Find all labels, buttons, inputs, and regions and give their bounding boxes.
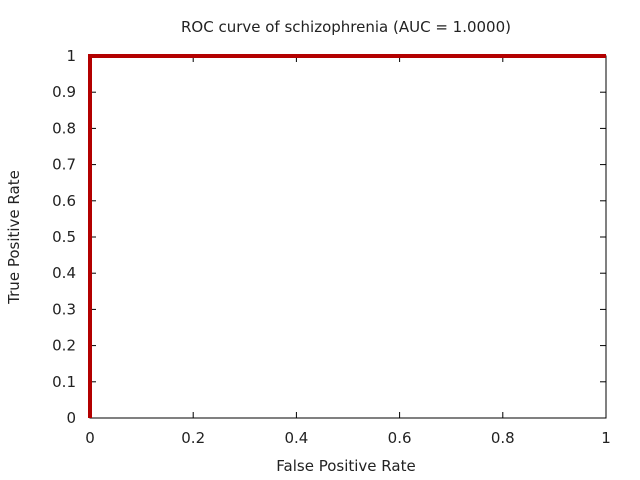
y-tick-label: 0.4 (52, 264, 76, 282)
y-axis: 0 0.1 0.2 0.3 0.4 0.5 0.6 0.7 0.8 0.9 1 (52, 47, 606, 427)
y-tick-label: 0.9 (52, 83, 76, 101)
y-tick-label: 0.5 (52, 228, 76, 246)
x-axis-label: False Positive Rate (276, 457, 415, 475)
y-tick-label: 1 (66, 47, 76, 65)
y-tick-label: 0.1 (52, 373, 76, 391)
series-layer (88, 54, 606, 418)
y-tick-label: 0.6 (52, 192, 76, 210)
y-tick-label: 0.7 (52, 156, 76, 174)
x-tick-label: 0.6 (388, 429, 412, 447)
roc-curve-line (88, 54, 606, 418)
y-axis-label: True Positive Rate (5, 170, 23, 305)
chart-title: ROC curve of schizophrenia (AUC = 1.0000… (181, 18, 511, 36)
y-tick-label: 0.2 (52, 337, 76, 355)
x-tick-label: 0.2 (181, 429, 205, 447)
y-tick-label: 0 (66, 409, 76, 427)
x-tick-label: 0.8 (491, 429, 515, 447)
x-tick-label: 0.4 (284, 429, 308, 447)
x-axis: 0 0.2 0.4 0.6 0.8 1 (85, 56, 611, 447)
y-tick-label: 0.8 (52, 119, 76, 137)
y-tick-label: 0.3 (52, 300, 76, 318)
plot-frame (89, 55, 607, 419)
x-tick-label: 0 (85, 429, 95, 447)
x-tick-label: 1 (601, 429, 611, 447)
